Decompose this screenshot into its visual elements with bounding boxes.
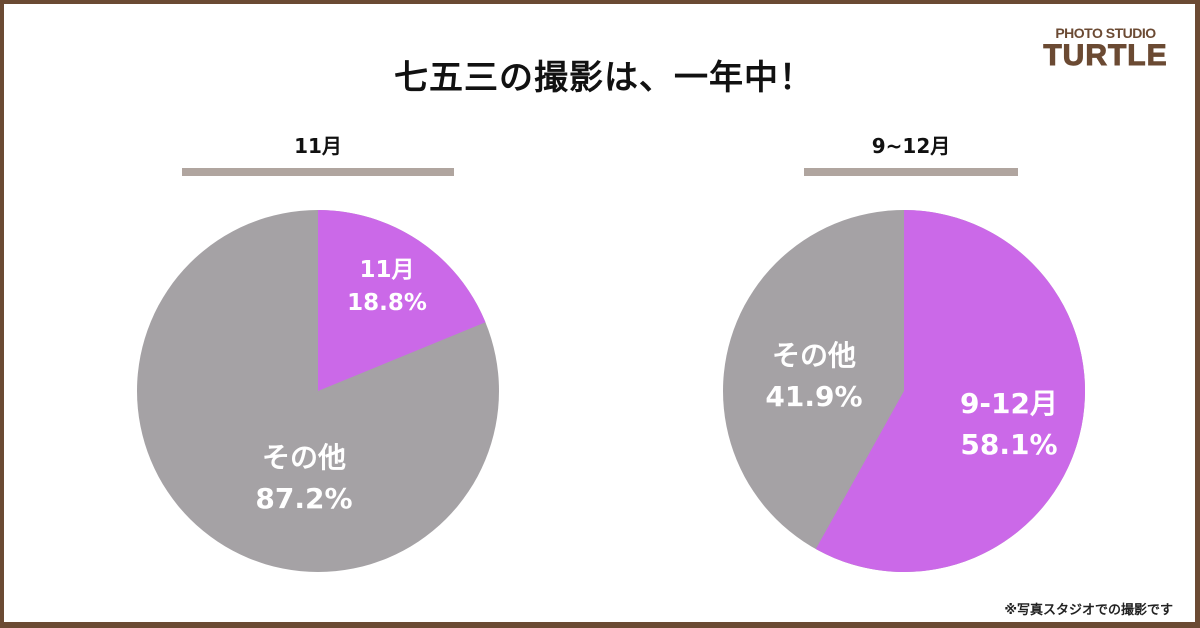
slice-label-november: 11月 18.8% <box>322 254 452 321</box>
slice-name: その他 <box>261 441 346 474</box>
logo-wordmark: TURTLE <box>1043 39 1168 72</box>
slice-value: 41.9% <box>765 379 863 413</box>
slice-value: 87.2% <box>255 481 353 515</box>
slice-sep-dec <box>815 210 1086 572</box>
slice-name: その他 <box>771 339 856 372</box>
brand-logo: PHOTO STUDIO TURTLE <box>1038 25 1173 72</box>
chart-2-heading-bar <box>804 168 1018 176</box>
slice-label-other: その他 41.9% <box>739 336 889 417</box>
pie-chart-11-month <box>137 210 499 572</box>
footnote: ※写真スタジオでの撮影です <box>1004 603 1173 618</box>
chart-1-heading-bar <box>182 168 454 176</box>
slice-label-sep-dec: 9-12月 58.1% <box>934 384 1084 465</box>
slice-november <box>318 210 486 391</box>
page-title: 七五三の撮影は、一年中！ <box>394 58 814 98</box>
slice-name: 9-12月 <box>959 387 1059 420</box>
slice-value: 18.8% <box>347 290 427 317</box>
chart-2-heading: 9~12月 <box>871 134 951 158</box>
slice-name: 11月 <box>359 257 415 283</box>
pie-chart-sep-dec <box>723 210 1086 572</box>
logo-subtitle: PHOTO STUDIO <box>1055 25 1156 41</box>
slice-value: 58.1% <box>960 427 1058 461</box>
slice-label-other: その他 87.2% <box>229 438 379 519</box>
chart-1-heading: 11月 <box>294 134 342 158</box>
